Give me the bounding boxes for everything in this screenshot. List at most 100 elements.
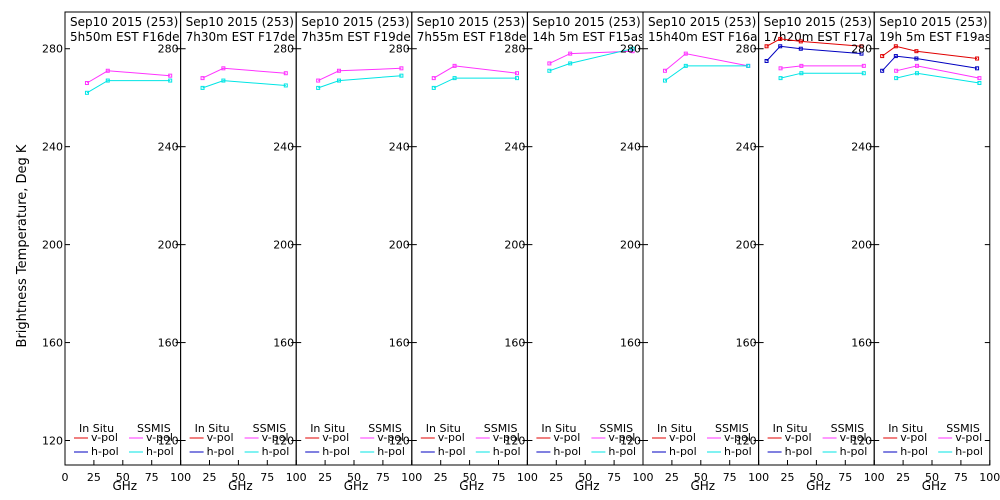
data-point-ssmis-v: [316, 78, 321, 83]
x-tick-label: 75: [607, 471, 621, 484]
x-tick-label: 100: [864, 471, 885, 484]
data-point-insitu-v: [778, 36, 783, 41]
data-point-insitu-v: [880, 54, 885, 59]
data-point-ssmis-h: [547, 68, 552, 73]
legend-label-insitu-h: h-pol: [91, 445, 119, 458]
x-tick-label: 75: [838, 471, 852, 484]
data-point-ssmis-v: [452, 63, 457, 68]
x-tick-label: 100: [401, 471, 422, 484]
series-line-ssmis-v: [549, 50, 633, 64]
y-tick-label: 120: [389, 435, 410, 448]
y-tick-label: 160: [389, 337, 410, 350]
x-tick-label: 50: [925, 471, 939, 484]
data-point-ssmis-h: [200, 85, 205, 90]
data-point-ssmis-h: [105, 78, 110, 83]
y-tick-label: 160: [620, 337, 641, 350]
legend-label-ssmis-h: h-pol: [840, 445, 868, 458]
legend-label-ssmis-v: v-pol: [724, 431, 751, 444]
y-tick-label: 240: [736, 141, 757, 154]
data-point-ssmis-h: [894, 76, 899, 81]
y-tick-label: 280: [620, 43, 641, 56]
data-point-ssmis-v: [799, 63, 804, 68]
x-tick-label: 75: [376, 471, 390, 484]
series-line-ssmis-v: [202, 67, 286, 79]
data-point-ssmis-v: [630, 49, 635, 54]
series-line-insitu-h: [766, 45, 862, 62]
panel-8: Sep10 2015 (253)19h 5m EST F19asc 120 160 2…: [851, 11, 1000, 493]
legend-heading-ssmis: SSMIS: [831, 422, 865, 435]
data-point-ssmis-v: [84, 81, 89, 86]
y-tick-label: 240: [273, 141, 294, 154]
y-tick-label: 280: [504, 43, 525, 56]
data-point-ssmis-v: [547, 61, 552, 66]
legend-label-insitu-v: v-pol: [91, 431, 118, 444]
legend-heading-ssmis: SSMIS: [137, 422, 171, 435]
data-point-ssmis-h: [630, 46, 635, 51]
y-tick-label: 280: [158, 43, 179, 56]
legend-label-ssmis-v: v-pol: [608, 431, 635, 444]
y-tick-label: 240: [620, 141, 641, 154]
data-point-insitu-h: [914, 56, 919, 61]
legend-heading-insitu: In Situ: [79, 422, 114, 435]
data-point-ssmis-h: [452, 76, 457, 81]
x-tick-label: 75: [145, 471, 159, 484]
legend-label-insitu-h: h-pol: [322, 445, 350, 458]
series-line-ssmis-h: [896, 72, 980, 84]
data-point-ssmis-v: [168, 73, 173, 78]
data-point-insitu-v: [798, 39, 803, 44]
data-point-ssmis-v: [514, 71, 519, 76]
data-point-ssmis-h: [662, 78, 667, 83]
x-axis-label: GHz: [806, 479, 831, 493]
panel-title-time: 19h 5m EST F19asc: [879, 30, 998, 44]
legend-label-ssmis-h: h-pol: [377, 445, 405, 458]
data-point-ssmis-v: [894, 68, 899, 73]
data-point-insitu-v: [859, 44, 864, 49]
panel-4: Sep10 2015 (253)7h55m EST F18des 120 160 20…: [389, 11, 538, 493]
series-line-ssmis-h: [664, 65, 749, 82]
legend-heading-insitu: In Situ: [657, 422, 692, 435]
y-tick-label: 240: [42, 141, 63, 154]
chart-panels: Sep10 2015 (253)5h50m EST F16des12016020…: [42, 11, 1000, 493]
panel-title-date: Sep10 2015 (253): [879, 15, 987, 29]
series-line-ssmis-v: [664, 53, 749, 72]
legend-label-ssmis-h: h-pol: [262, 445, 290, 458]
legend-label-insitu-h: h-pol: [900, 445, 928, 458]
x-tick-label: 25: [434, 471, 448, 484]
x-axis-label: GHz: [922, 479, 947, 493]
x-axis-label: GHz: [344, 479, 369, 493]
series-line-ssmis-h: [318, 75, 402, 89]
x-axis-label: GHz: [575, 479, 600, 493]
y-tick-label: 280: [736, 43, 757, 56]
legend-heading-insitu: In Situ: [773, 422, 808, 435]
x-tick-label: 50: [578, 471, 592, 484]
x-tick-label: 25: [549, 471, 563, 484]
legend-label-insitu-v: v-pol: [207, 431, 234, 444]
data-point-ssmis-v: [221, 66, 226, 71]
series-line-ssmis-v: [317, 67, 402, 82]
y-tick-label: 280: [389, 43, 410, 56]
series-line-insitu-h: [881, 55, 978, 72]
data-point-ssmis-h: [861, 71, 866, 76]
y-tick-label: 120: [158, 435, 179, 448]
data-point-ssmis-h: [746, 63, 751, 68]
data-point-insitu-v: [914, 49, 919, 54]
y-tick-label: 120: [736, 435, 757, 448]
y-tick-label: 160: [273, 337, 294, 350]
series-line-ssmis-h: [86, 80, 171, 94]
x-tick-label: 25: [87, 471, 101, 484]
data-point-ssmis-v: [568, 51, 573, 56]
data-point-ssmis-h: [977, 81, 982, 86]
legend-heading-ssmis: SSMIS: [368, 422, 402, 435]
x-axis-label: GHz: [459, 479, 484, 493]
x-tick-label: 25: [318, 471, 332, 484]
x-tick-label: 50: [347, 471, 361, 484]
data-point-ssmis-h: [84, 90, 89, 95]
legend-label-insitu-v: v-pol: [785, 431, 812, 444]
data-point-ssmis-v: [200, 76, 205, 81]
panel-1: Sep10 2015 (253)5h50m EST F16des 120 160 20…: [42, 11, 191, 493]
y-tick-label: 160: [504, 337, 525, 350]
